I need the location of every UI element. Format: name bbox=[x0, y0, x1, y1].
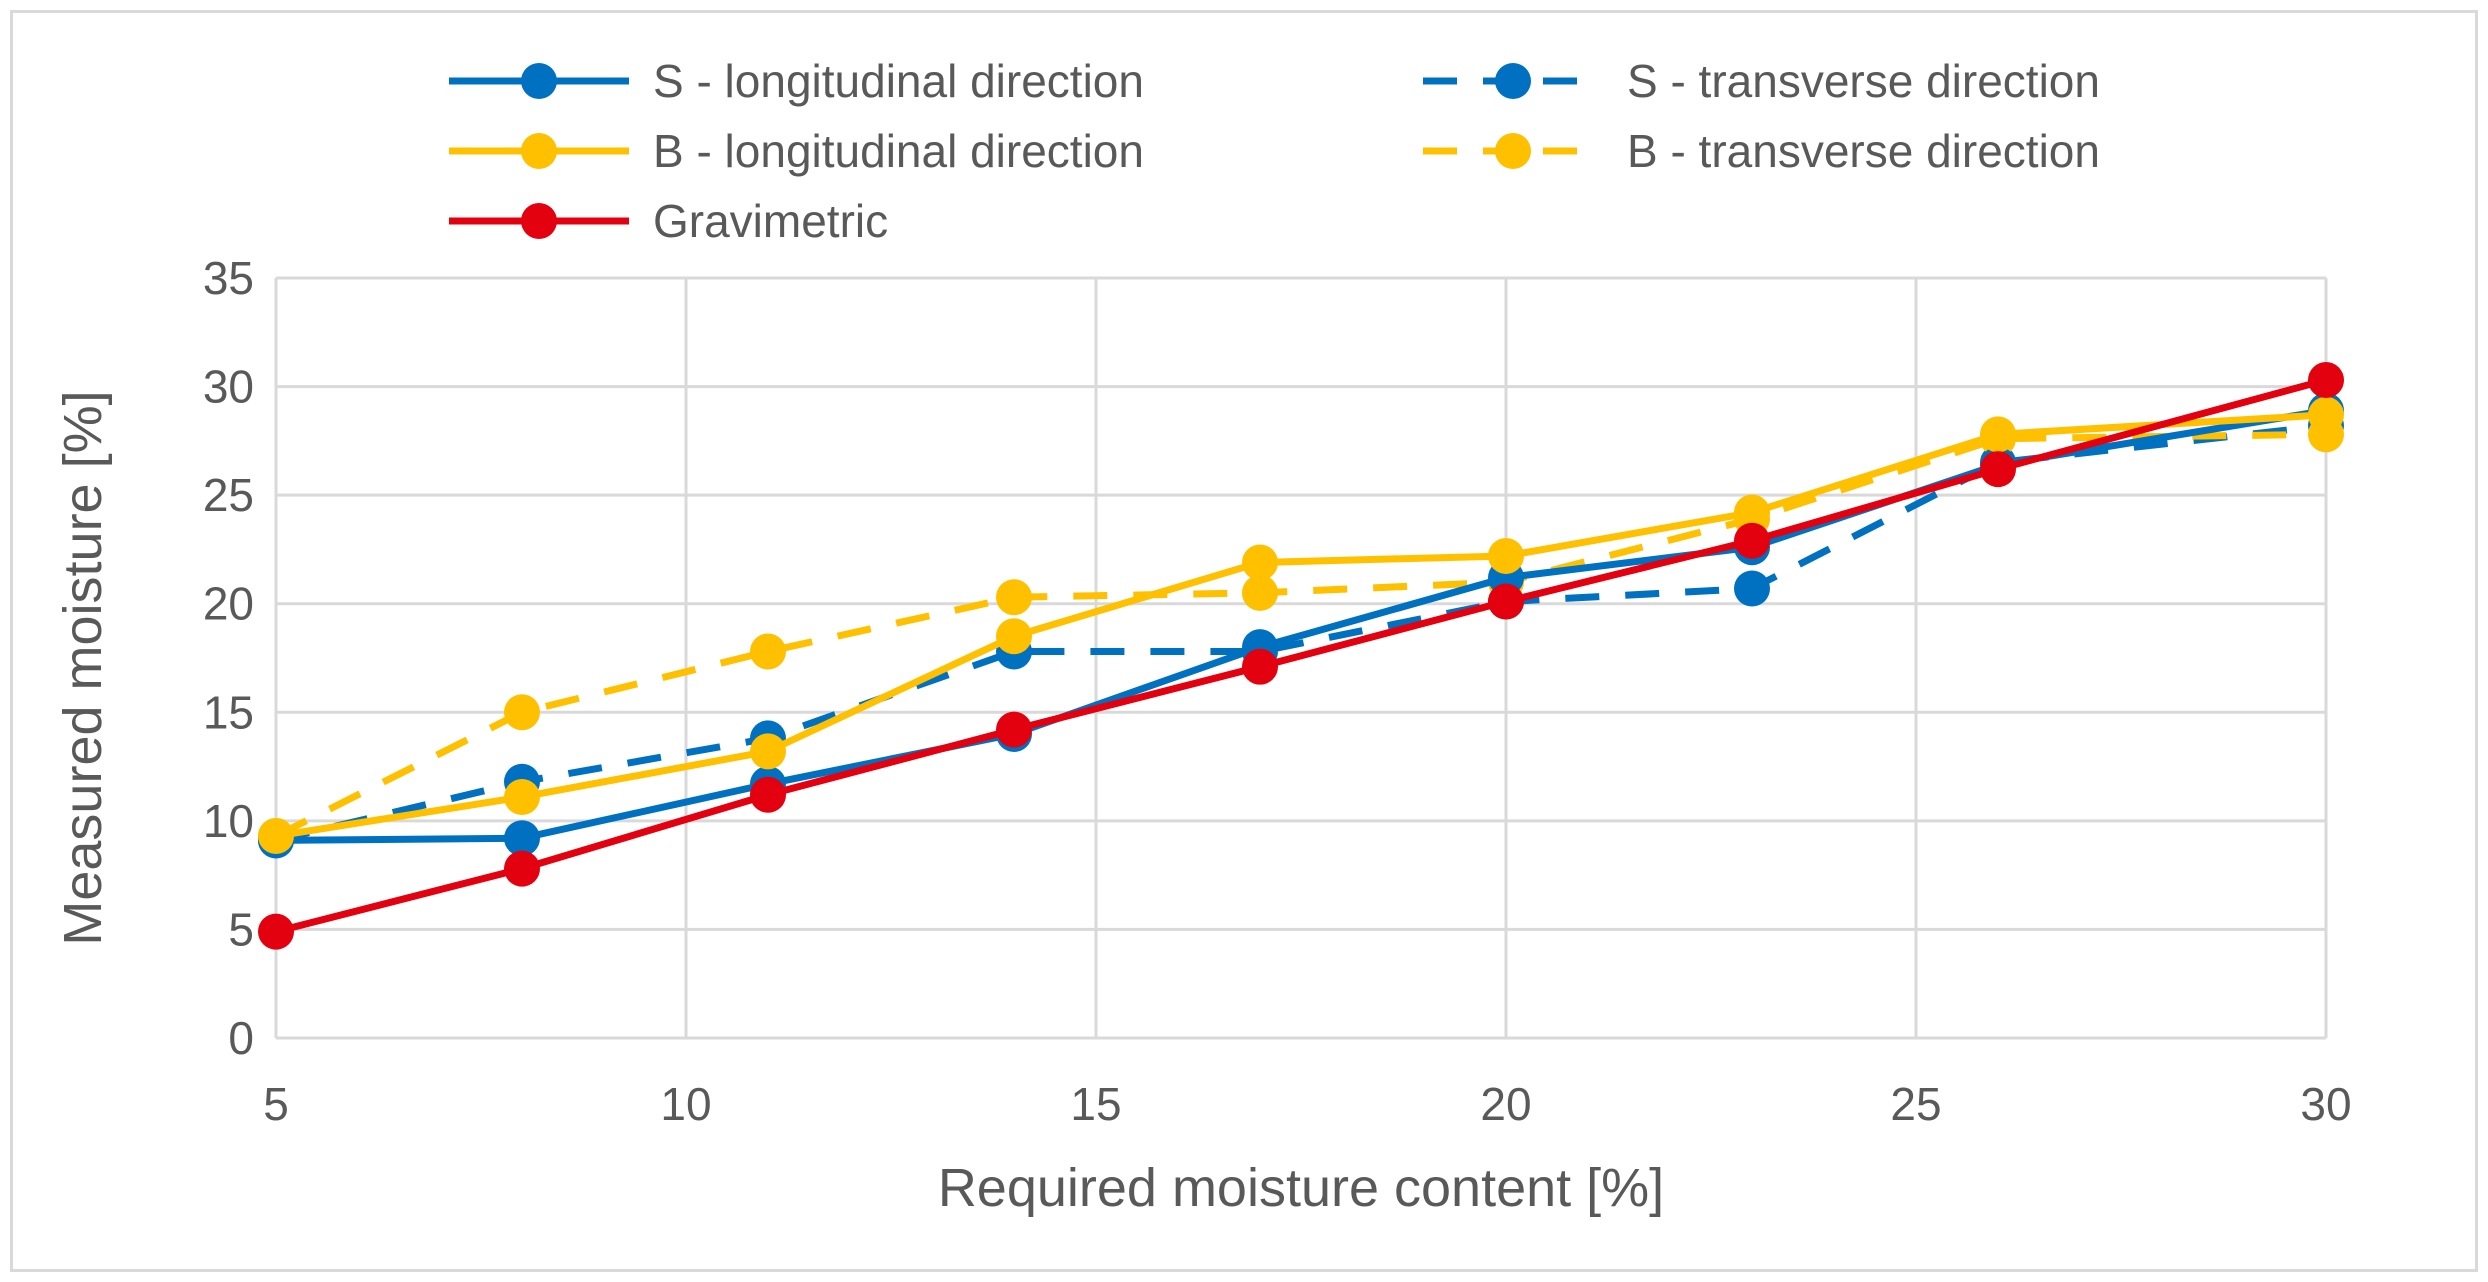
x-tick-label: 20 bbox=[1480, 1078, 1531, 1130]
data-point bbox=[1734, 494, 1770, 531]
data-point bbox=[1242, 648, 1278, 685]
legend-label: B - longitudinal direction bbox=[653, 125, 1144, 177]
legend-label: Gravimetric bbox=[653, 195, 888, 247]
legend-label: S - longitudinal direction bbox=[653, 55, 1144, 107]
legend-entry: B - longitudinal direction bbox=[449, 125, 1144, 177]
chart-frame: 0 5 10 15 20 25 30 35 5 10 15 20 25 30 S - longitudin… bbox=[10, 10, 2478, 1272]
data-point bbox=[1980, 416, 2016, 453]
legend-label: B - transverse direction bbox=[1627, 125, 2100, 177]
data-point bbox=[258, 818, 294, 855]
legend-entry: Gravimetric bbox=[449, 195, 888, 247]
data-point bbox=[504, 694, 540, 731]
y-tick-label: 30 bbox=[203, 361, 254, 413]
x-tick-label: 30 bbox=[2300, 1078, 2351, 1130]
x-tick-label: 25 bbox=[1890, 1078, 1941, 1130]
data-point bbox=[1734, 522, 1770, 559]
data-point bbox=[1488, 537, 1524, 574]
x-axis-title: Required moisture content [%] bbox=[938, 1158, 1664, 1218]
series-lines bbox=[258, 362, 2344, 950]
data-point bbox=[1488, 583, 1524, 620]
data-point bbox=[996, 618, 1032, 655]
x-tick-label: 15 bbox=[1070, 1078, 1121, 1130]
series-b-longitudinal-direction bbox=[258, 396, 2344, 855]
y-tick-label: 15 bbox=[203, 686, 254, 738]
data-point bbox=[504, 850, 540, 887]
x-tick-label: 10 bbox=[660, 1078, 711, 1130]
x-tick-label: 5 bbox=[263, 1078, 289, 1130]
y-tick-label: 35 bbox=[203, 252, 254, 304]
legend-swatch-marker bbox=[1495, 63, 1531, 99]
data-point bbox=[750, 776, 786, 813]
y-tick-label: 10 bbox=[203, 795, 254, 847]
data-point bbox=[996, 579, 1032, 616]
gridlines bbox=[274, 276, 2328, 1040]
data-point bbox=[2308, 362, 2344, 399]
y-tick-label: 25 bbox=[203, 469, 254, 521]
data-point bbox=[750, 633, 786, 670]
data-point bbox=[996, 711, 1032, 748]
y-axis-title: Measured moisture [%] bbox=[53, 390, 113, 945]
legend: S - longitudinal direction S - transverse… bbox=[449, 55, 2100, 247]
data-point bbox=[2308, 396, 2344, 433]
data-point bbox=[1980, 451, 2016, 488]
data-point bbox=[1242, 574, 1278, 611]
data-point bbox=[504, 820, 540, 857]
legend-entry: B - transverse direction bbox=[1423, 125, 2100, 177]
legend-swatch-marker bbox=[521, 133, 557, 169]
legend-swatch-marker bbox=[521, 203, 557, 239]
data-point bbox=[750, 733, 786, 770]
data-point bbox=[1242, 544, 1278, 581]
legend-entry: S - longitudinal direction bbox=[449, 55, 1144, 107]
data-point bbox=[258, 913, 294, 950]
data-point bbox=[1734, 570, 1770, 607]
series-gravimetric bbox=[258, 362, 2344, 950]
data-point bbox=[504, 778, 540, 815]
series-line bbox=[272, 406, 2330, 844]
legend-entry: S - transverse direction bbox=[1423, 55, 2100, 107]
y-tick-label: 5 bbox=[228, 903, 254, 955]
y-tick-label: 0 bbox=[228, 1012, 254, 1064]
legend-swatch-marker bbox=[521, 63, 557, 99]
legend-label: S - transverse direction bbox=[1627, 55, 2100, 107]
series-line bbox=[272, 376, 2330, 936]
legend-swatch-marker bbox=[1495, 133, 1531, 169]
y-tick-label: 20 bbox=[203, 578, 254, 630]
series-line bbox=[275, 422, 2327, 844]
